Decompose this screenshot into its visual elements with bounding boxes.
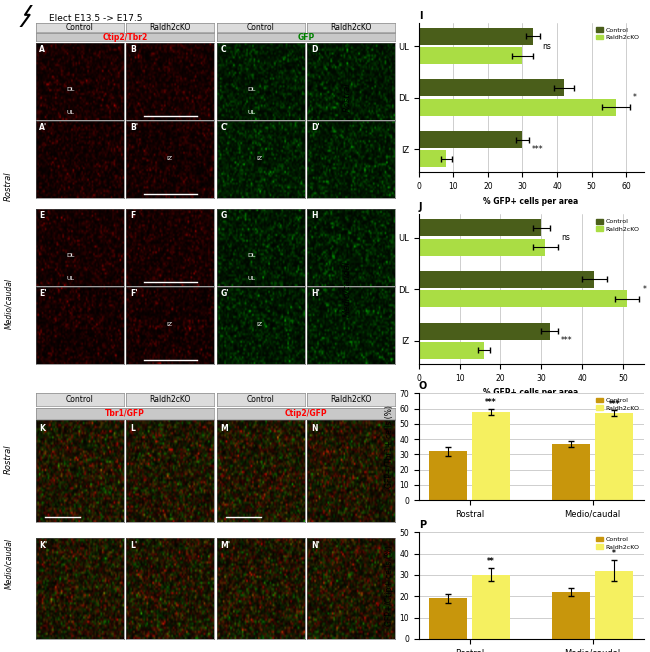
- Text: P: P: [419, 520, 426, 530]
- Text: UL: UL: [66, 110, 75, 115]
- Bar: [552, 592, 590, 639]
- Text: K: K: [39, 424, 45, 432]
- Legend: Control, Raldh2cKO: Control, Raldh2cKO: [595, 218, 640, 233]
- Text: Raldh2cKO: Raldh2cKO: [331, 395, 372, 404]
- Bar: [595, 570, 633, 639]
- Text: C: C: [220, 45, 226, 54]
- Bar: [419, 131, 523, 148]
- Bar: [429, 451, 467, 500]
- Text: GFP: GFP: [298, 33, 315, 42]
- Text: Rostral: Rostral: [343, 83, 351, 112]
- Text: DL: DL: [66, 253, 75, 258]
- Bar: [552, 443, 590, 500]
- Text: ***: ***: [532, 145, 544, 154]
- Text: Raldh2cKO: Raldh2cKO: [150, 23, 191, 32]
- Text: I: I: [419, 10, 422, 21]
- Text: G': G': [220, 289, 229, 299]
- Legend: Control, Raldh2cKO: Control, Raldh2cKO: [595, 26, 640, 42]
- Text: G: G: [220, 211, 227, 220]
- Text: H: H: [311, 211, 317, 220]
- Text: B: B: [130, 45, 136, 54]
- Bar: [419, 323, 549, 340]
- Legend: Control, Raldh2cKO: Control, Raldh2cKO: [595, 535, 640, 551]
- Text: UL: UL: [248, 110, 255, 115]
- Text: Tbr1/GFP: Tbr1/GFP: [105, 409, 145, 418]
- Text: IZ: IZ: [257, 321, 263, 327]
- Text: Raldh2cKO: Raldh2cKO: [150, 395, 191, 404]
- Text: O: O: [419, 381, 427, 391]
- Text: DL: DL: [66, 87, 75, 93]
- Text: Control: Control: [247, 23, 275, 32]
- Text: D: D: [311, 45, 317, 54]
- X-axis label: % GFP+ cells per area: % GFP+ cells per area: [484, 197, 578, 206]
- Bar: [419, 342, 484, 359]
- X-axis label: % GFP+ cells per area: % GFP+ cells per area: [484, 388, 578, 397]
- Text: K': K': [39, 541, 47, 550]
- Text: H': H': [311, 289, 320, 299]
- Text: B': B': [130, 123, 138, 132]
- Bar: [419, 28, 533, 45]
- Text: L: L: [130, 424, 135, 432]
- Legend: Control, Raldh2cKO: Control, Raldh2cKO: [595, 396, 640, 412]
- Bar: [595, 413, 633, 500]
- Text: *: *: [632, 93, 636, 102]
- Text: Rostral: Rostral: [4, 445, 13, 475]
- Text: Ctip2/Tbr2: Ctip2/Tbr2: [102, 33, 148, 42]
- Text: F': F': [130, 289, 137, 299]
- Text: F: F: [130, 211, 135, 220]
- Text: J: J: [419, 202, 422, 212]
- Text: E: E: [39, 211, 44, 220]
- Bar: [429, 599, 467, 639]
- Text: IZ: IZ: [257, 156, 263, 160]
- Text: **: **: [488, 557, 495, 567]
- Text: UL: UL: [248, 276, 255, 281]
- Text: Control: Control: [66, 23, 94, 32]
- Text: N: N: [311, 424, 317, 432]
- Text: IZ: IZ: [166, 156, 172, 160]
- Text: DL: DL: [248, 87, 256, 93]
- Text: UL: UL: [66, 276, 75, 281]
- Text: DL: DL: [248, 253, 256, 258]
- Bar: [419, 219, 541, 237]
- Text: ***: ***: [486, 398, 497, 407]
- Text: N': N': [311, 541, 320, 550]
- Text: L': L': [130, 541, 137, 550]
- Y-axis label: GFP+/Ctip+ cells (%): GFP+/Ctip+ cells (%): [385, 545, 394, 626]
- Text: Elect E13.5 -> E17.5: Elect E13.5 -> E17.5: [49, 14, 142, 23]
- Text: IZ: IZ: [166, 321, 172, 327]
- Bar: [472, 575, 510, 639]
- Text: Control: Control: [247, 395, 275, 404]
- Text: A': A': [39, 123, 47, 132]
- Bar: [419, 47, 523, 65]
- Y-axis label: GFP+/Tbr1+ cells (%): GFP+/Tbr1+ cells (%): [385, 406, 394, 488]
- Text: *: *: [612, 549, 616, 558]
- Bar: [419, 99, 616, 116]
- Text: ***: ***: [561, 336, 573, 346]
- Text: *: *: [643, 285, 647, 293]
- Text: ***: ***: [608, 400, 620, 409]
- Text: ns: ns: [543, 42, 551, 51]
- Text: C': C': [220, 123, 228, 132]
- Text: Rostral: Rostral: [4, 171, 13, 201]
- Bar: [419, 239, 545, 256]
- Text: D': D': [311, 123, 320, 132]
- Bar: [419, 290, 627, 307]
- Text: M: M: [220, 424, 228, 432]
- Text: Raldh2cKO: Raldh2cKO: [331, 23, 372, 32]
- Text: Ctip2/GFP: Ctip2/GFP: [285, 409, 328, 418]
- Bar: [472, 411, 510, 500]
- Bar: [419, 80, 564, 96]
- Text: ns: ns: [561, 233, 570, 242]
- Text: A: A: [39, 45, 45, 54]
- Bar: [419, 271, 595, 288]
- Text: M': M': [220, 541, 231, 550]
- Text: Medio/caudal: Medio/caudal: [4, 278, 13, 329]
- Text: Control: Control: [66, 395, 94, 404]
- Text: Medio/caudal: Medio/caudal: [4, 539, 13, 589]
- Text: Medio/caudal: Medio/caudal: [343, 261, 351, 317]
- Bar: [419, 151, 447, 168]
- Text: E': E': [39, 289, 47, 299]
